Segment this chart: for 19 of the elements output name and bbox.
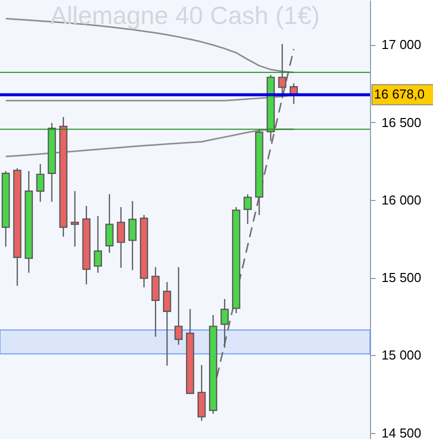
candlestick bbox=[278, 43, 286, 99]
candlestick bbox=[244, 194, 252, 225]
candlestick bbox=[162, 281, 172, 366]
candlestick bbox=[128, 200, 137, 271]
candlestick bbox=[174, 266, 183, 346]
candlestick bbox=[70, 190, 79, 248]
y-tick-label: 16 000 bbox=[382, 192, 422, 208]
candlestick bbox=[220, 298, 229, 348]
candlestick bbox=[36, 163, 44, 202]
y-tick-label: 16 500 bbox=[382, 114, 422, 130]
candlestick bbox=[94, 215, 102, 274]
y-tick-label: 15 000 bbox=[382, 348, 422, 363]
y-tick-label: 15 500 bbox=[382, 270, 422, 286]
ref-line-label: 16 678,0 bbox=[374, 86, 425, 102]
y-tick-label: 17 000 bbox=[382, 37, 422, 52]
candlestick bbox=[116, 206, 126, 268]
candlestick bbox=[105, 194, 114, 254]
line-series bbox=[5, 128, 295, 158]
y-tick-label: 14 500 bbox=[382, 425, 422, 439]
